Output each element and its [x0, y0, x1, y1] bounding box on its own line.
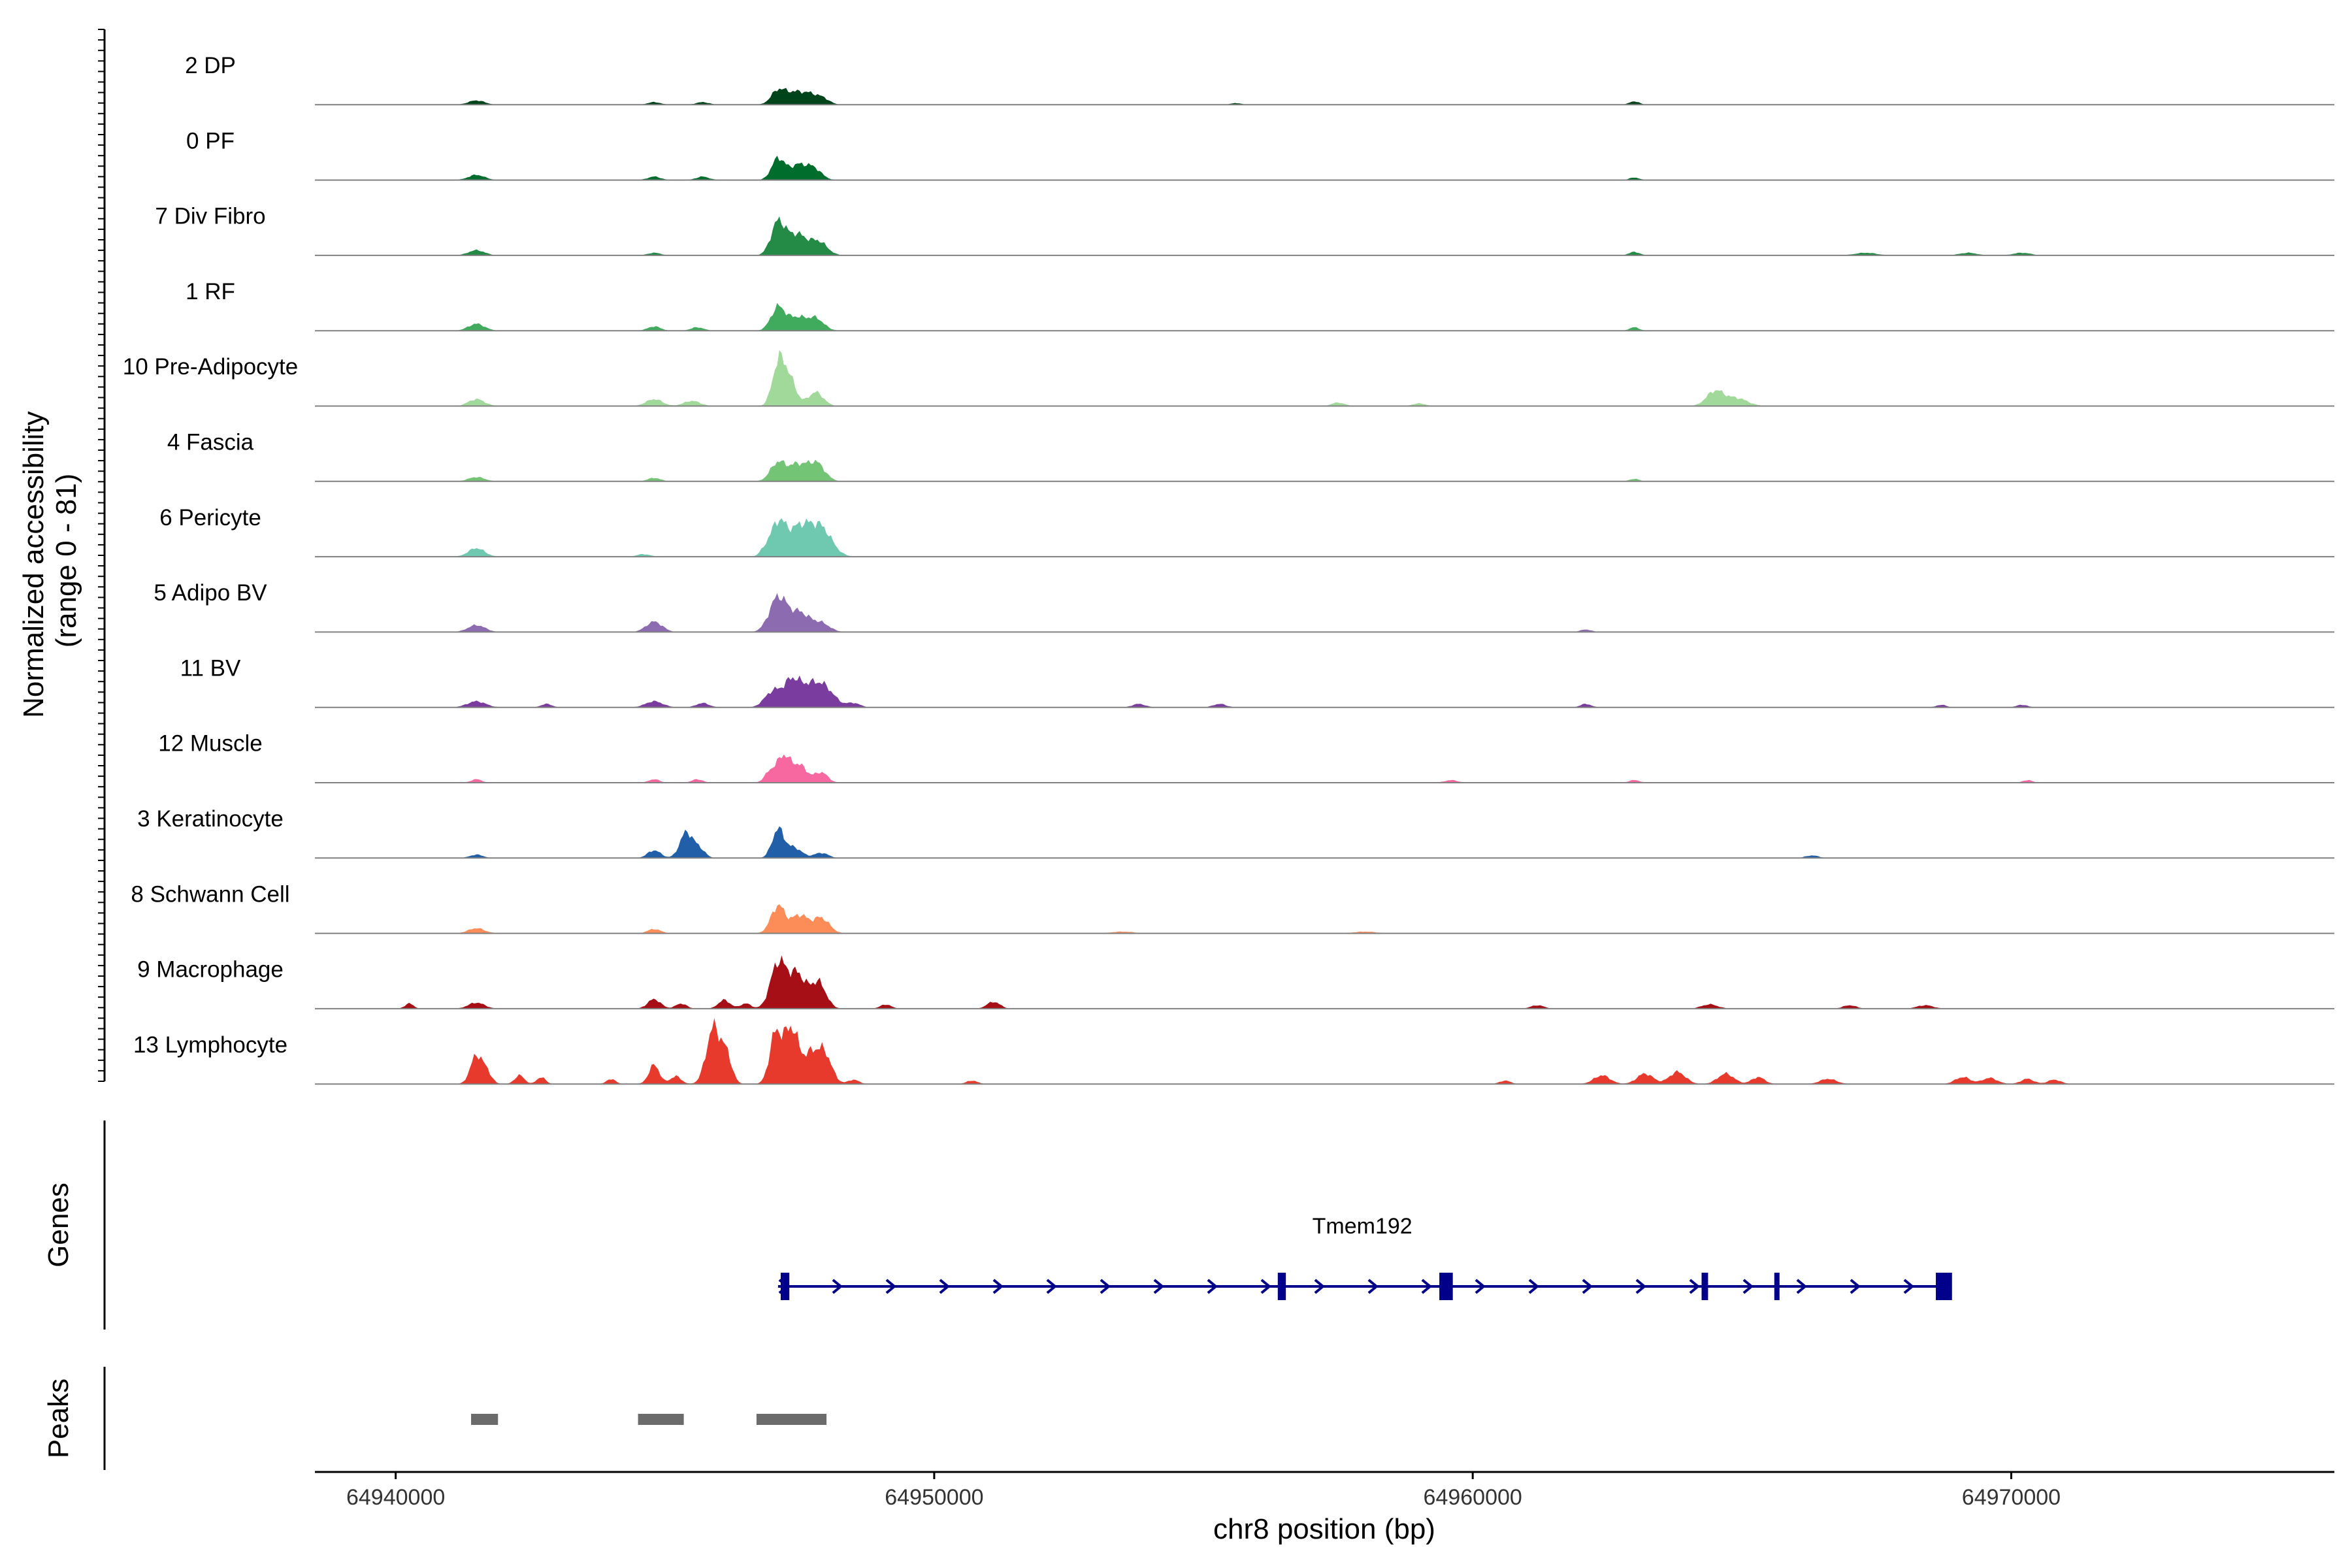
x-axis-title: chr8 position (bp)	[1213, 1513, 1435, 1545]
strand-arrow	[885, 1279, 896, 1294]
gene-exon	[1936, 1273, 1952, 1300]
coverage-area	[315, 88, 2334, 105]
coverage-area	[315, 754, 2334, 783]
track-8-schwann-cell: 8 Schwann Cell	[131, 881, 2334, 934]
x-tick-label: 64960000	[1424, 1485, 1522, 1510]
x-axis-ticks: 64940000 64950000 64960000 64970000	[346, 1472, 2061, 1510]
y-axis-title: Normalized accessibility (range 0 - 81)	[18, 403, 82, 718]
strand-arrow	[1046, 1279, 1057, 1294]
track-label: 13 Lymphocyte	[133, 1032, 287, 1058]
coverage-area	[315, 216, 2334, 255]
strand-arrow	[1367, 1279, 1379, 1294]
gene-exon	[1277, 1273, 1286, 1300]
coverage-area	[315, 518, 2334, 557]
strand-arrow	[992, 1279, 1004, 1294]
track-label: 4 Fascia	[167, 430, 254, 455]
strand-arrow	[1153, 1279, 1164, 1294]
track-label: 0 PF	[186, 128, 235, 154]
gene-exon	[1701, 1273, 1708, 1300]
track-label: 2 DP	[185, 53, 236, 78]
coverage-area	[315, 675, 2334, 708]
peak-track	[471, 1414, 827, 1425]
y-axis-title-line-1: Normalized accessibility	[18, 411, 50, 717]
track-5-adipo-bv: 5 Adipo BV	[154, 580, 2334, 633]
track-2-dp: 2 DP	[185, 53, 2334, 106]
gene-tmem192: Tmem192	[777, 1214, 1952, 1300]
strand-arrow	[1475, 1279, 1486, 1294]
gene-exon	[780, 1273, 790, 1300]
strand-arrow	[1742, 1279, 1754, 1294]
strand-arrow	[1260, 1279, 1271, 1294]
x-tick-label: 64950000	[885, 1485, 983, 1510]
track-13-lymphocyte: 13 Lymphocyte	[133, 1018, 2334, 1085]
track-4-fascia: 4 Fascia	[167, 430, 2334, 482]
x-tick-label: 64940000	[346, 1485, 445, 1510]
track-label: 6 Pericyte	[159, 505, 261, 531]
coverage-area	[315, 593, 2334, 632]
gene-track: Tmem192	[777, 1214, 1952, 1300]
y-axis-title-line-2: (range 0 - 81)	[50, 474, 82, 648]
track-label: 7 Div Fibro	[155, 204, 265, 229]
gene-exon	[1439, 1273, 1453, 1300]
strand-arrow	[1850, 1279, 1861, 1294]
track-0-pf: 0 PF	[186, 128, 2334, 181]
track-label: 3 Keratinocyte	[137, 806, 284, 832]
track-10-pre-adipocyte: 10 Pre-Adipocyte	[123, 350, 2334, 407]
coverage-area	[315, 302, 2334, 331]
track-11-bv: 11 BV	[180, 655, 2334, 708]
track-1-rf: 1 RF	[186, 279, 2334, 332]
track-label: 10 Pre-Adipocyte	[123, 354, 298, 380]
strand-arrow	[832, 1279, 843, 1294]
strand-arrow	[1207, 1279, 1218, 1294]
track-label: 11 BV	[180, 655, 241, 681]
strand-arrow	[1100, 1279, 1111, 1294]
strand-arrow	[1582, 1279, 1593, 1294]
strand-arrow	[939, 1279, 950, 1294]
coverage-area	[315, 904, 2334, 934]
coverage-area	[315, 955, 2334, 1009]
track-3-keratinocyte: 3 Keratinocyte	[137, 806, 2334, 859]
coverage-area	[315, 459, 2334, 482]
peak-region	[756, 1414, 827, 1425]
track-label: 9 Macrophage	[137, 957, 284, 983]
strand-arrow	[1528, 1279, 1539, 1294]
peaks-panel-title: Peaks	[42, 1379, 74, 1458]
tracks-y-axis-ticks	[98, 29, 105, 1082]
genes-panel-title: Genes	[42, 1183, 74, 1267]
strand-arrow	[1421, 1279, 1432, 1294]
track-9-macrophage: 9 Macrophage	[137, 955, 2334, 1009]
track-12-muscle: 12 Muscle	[158, 731, 2334, 783]
gene-exon	[1774, 1273, 1780, 1300]
strand-arrow	[1689, 1279, 1700, 1294]
strand-arrow	[1796, 1279, 1807, 1294]
coverage-tracks: 2 DP 0 PF 7 Div Fibro 1 RF 10 Pre-Adipocyte 4…	[123, 53, 2334, 1085]
strand-arrow	[1903, 1279, 1914, 1294]
track-label: 8 Schwann Cell	[131, 881, 289, 907]
track-7-div-fibro: 7 Div Fibro	[155, 204, 2334, 256]
x-tick-label: 64970000	[1962, 1485, 2061, 1510]
track-label: 1 RF	[186, 279, 235, 304]
coverage-area	[315, 1018, 2334, 1085]
track-label: 5 Adipo BV	[154, 580, 267, 606]
track-6-pericyte: 6 Pericyte	[159, 505, 2334, 558]
gene-name-label: Tmem192	[1313, 1214, 1413, 1239]
peak-region	[471, 1414, 498, 1425]
strand-arrow	[1314, 1279, 1325, 1294]
track-label: 12 Muscle	[158, 731, 263, 757]
coverage-area	[315, 155, 2334, 180]
peak-region	[638, 1414, 684, 1425]
strand-arrow	[1635, 1279, 1646, 1294]
